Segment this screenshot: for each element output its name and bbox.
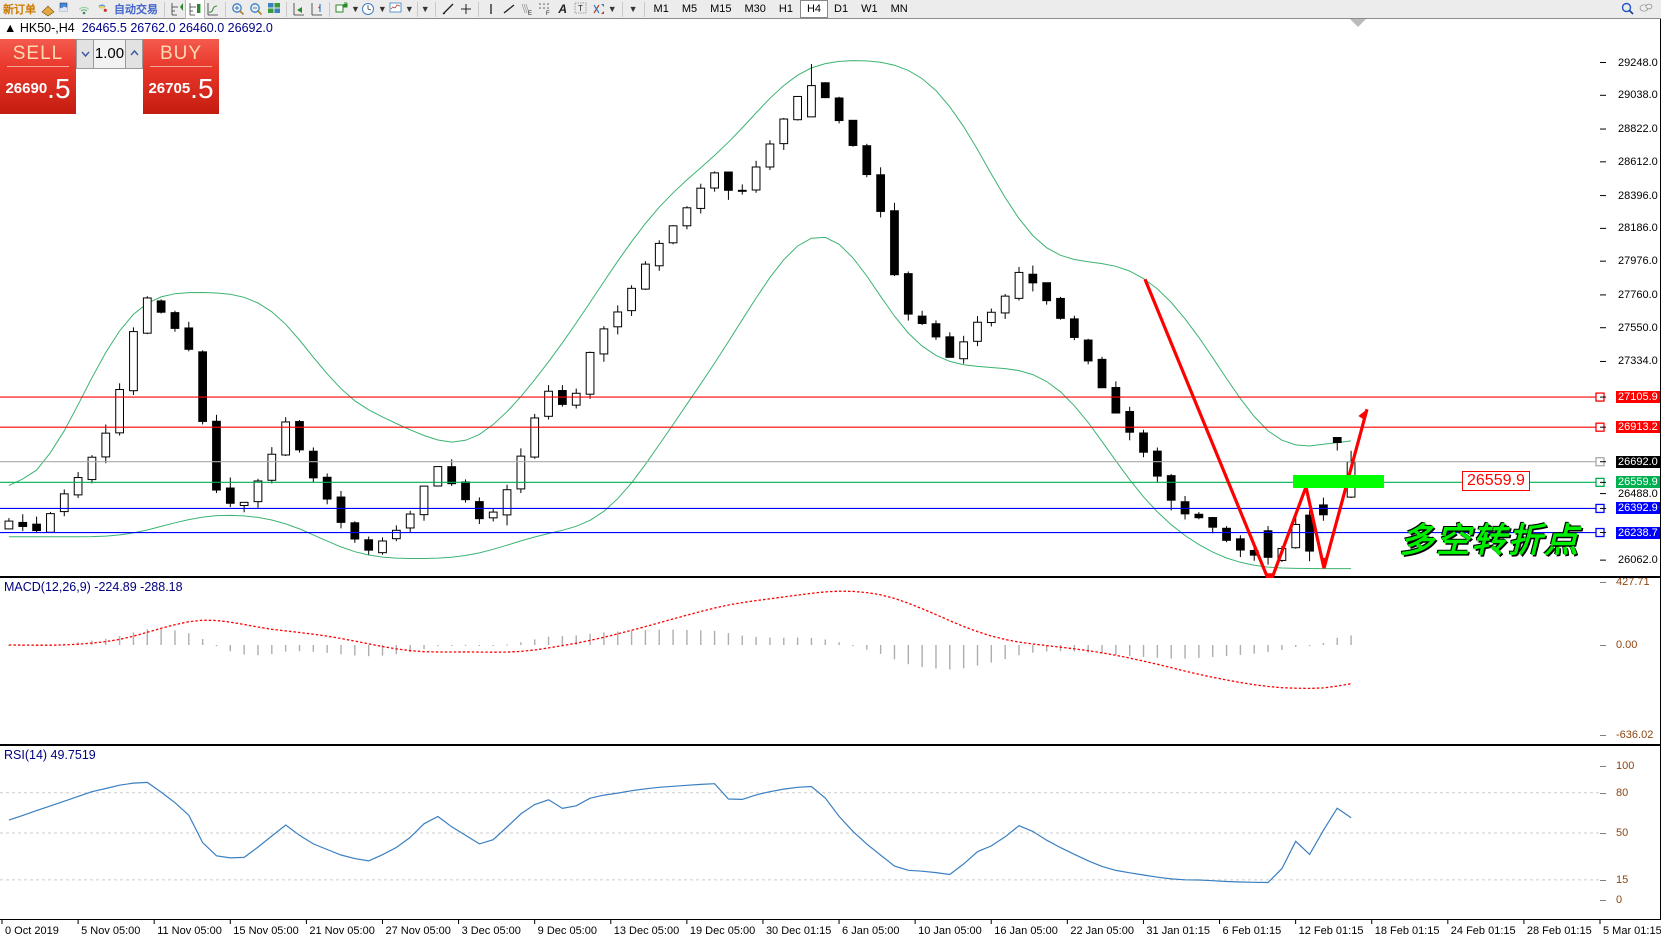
svg-text:28 Feb 01:15: 28 Feb 01:15	[1527, 925, 1592, 937]
svg-text:12 Feb 01:15: 12 Feb 01:15	[1299, 925, 1364, 937]
svg-text:22 Jan 05:00: 22 Jan 05:00	[1070, 925, 1134, 937]
svg-text:6 Jan 05:00: 6 Jan 05:00	[842, 925, 900, 937]
svg-text:3 Dec 05:00: 3 Dec 05:00	[462, 925, 521, 937]
svg-text:30 Dec 01:15: 30 Dec 01:15	[766, 925, 831, 937]
svg-text:5 Nov 05:00: 5 Nov 05:00	[81, 925, 140, 937]
svg-text:31 Jan 01:15: 31 Jan 01:15	[1146, 925, 1210, 937]
svg-text:E: E	[528, 11, 532, 17]
svg-text:5 Mar 01:15: 5 Mar 01:15	[1603, 925, 1661, 937]
svg-text:10 Jan 05:00: 10 Jan 05:00	[918, 925, 982, 937]
svg-text:T: T	[578, 4, 583, 13]
svg-text:15 Nov 05:00: 15 Nov 05:00	[233, 925, 298, 937]
svg-text:18 Feb 01:15: 18 Feb 01:15	[1375, 925, 1440, 937]
svg-text:21 Nov 05:00: 21 Nov 05:00	[309, 925, 374, 937]
svg-text:24 Feb 01:15: 24 Feb 01:15	[1451, 925, 1516, 937]
svg-text:16 Jan 05:00: 16 Jan 05:00	[994, 925, 1058, 937]
svg-text:13 Dec 05:00: 13 Dec 05:00	[614, 925, 679, 937]
svg-text:6 Feb 01:15: 6 Feb 01:15	[1223, 925, 1282, 937]
svg-text:9 Dec 05:00: 9 Dec 05:00	[538, 925, 597, 937]
svg-text:27 Nov 05:00: 27 Nov 05:00	[385, 925, 450, 937]
svg-text:F: F	[546, 11, 550, 17]
svg-text:0 Oct 2019: 0 Oct 2019	[5, 925, 59, 937]
svg-text:19 Dec 05:00: 19 Dec 05:00	[690, 925, 755, 937]
svg-text:11 Nov 05:00: 11 Nov 05:00	[157, 925, 222, 937]
